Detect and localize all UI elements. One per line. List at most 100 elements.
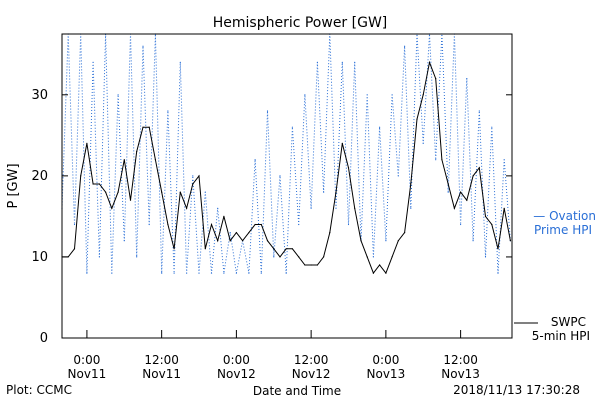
swpc-point-47: [354, 207, 356, 209]
legend-ovation-line1: — Ovation: [533, 209, 596, 223]
ovation-point-51: [379, 126, 381, 128]
swpc-point-22: [198, 175, 200, 177]
ovation-point-55: [404, 45, 406, 47]
legend-ovation-line2: Prime HPI: [534, 223, 592, 237]
plot-credit: Plot: CCMC: [6, 383, 72, 397]
swpc-point-57: [416, 118, 418, 120]
swpc-point-19: [179, 191, 181, 193]
swpc-point-34: [273, 248, 275, 250]
x-tick-time: 0:00: [223, 353, 250, 367]
ovation-point-46: [347, 223, 350, 226]
ovation-point-40: [310, 207, 312, 209]
ovation-point-21: [192, 175, 194, 177]
swpc-point-30: [248, 232, 250, 234]
x-tick-date: Nov13: [367, 367, 406, 381]
swpc-point-32: [260, 223, 262, 226]
series-line-swpc: [62, 60, 511, 275]
y-tick-label: 0: [40, 331, 48, 346]
chart-title: Hemispheric Power [GW]: [213, 15, 388, 31]
ovation-point-16: [161, 272, 163, 274]
swpc-point-59: [428, 61, 431, 64]
ovation-point-30: [248, 272, 250, 274]
swpc-point-60: [435, 78, 437, 80]
ovation-point-65: [466, 78, 468, 80]
swpc-point-26: [223, 215, 225, 217]
swpc-point-11: [129, 199, 132, 201]
swpc-point-14: [148, 126, 150, 128]
series-line-ovation: [61, 33, 511, 274]
ovation-point-32: [260, 272, 262, 274]
ovation-point-56: [410, 207, 412, 209]
swpc-point-69: [491, 223, 493, 226]
swpc-point-66: [472, 175, 474, 177]
ovation-point-34: [273, 256, 275, 258]
swpc-point-5: [92, 183, 94, 185]
ovation-point-44: [335, 207, 337, 209]
swpc-point-54: [397, 240, 399, 242]
legend-swpc-line2: 5-min HPI: [532, 329, 590, 343]
ovation-point-58: [422, 142, 424, 144]
swpc-point-64: [460, 191, 462, 193]
ovation-point-23: [204, 191, 206, 193]
x-axis-label: Date and Time: [253, 384, 341, 398]
ovation-point-25: [217, 207, 219, 209]
ovation-point-18: [173, 272, 175, 274]
ovation-point-38: [298, 223, 300, 226]
ovation-point-62: [447, 191, 449, 193]
swpc-point-40: [310, 264, 312, 266]
ovation-point-52: [385, 240, 387, 242]
swpc-point-44: [335, 191, 337, 193]
swpc-point-36: [285, 248, 287, 250]
ovation-point-10: [123, 240, 125, 242]
ovation-point-2: [73, 223, 76, 226]
y-tick-label: 30: [31, 88, 48, 103]
x-tick-date: Nov11: [142, 367, 181, 381]
ovation-point-64: [460, 223, 462, 226]
x-tick-time: 12:00: [144, 353, 179, 367]
ovation-point-26: [223, 272, 225, 274]
swpc-point-37: [291, 248, 293, 250]
ovation-point-22: [198, 272, 200, 274]
swpc-point-6: [98, 183, 100, 185]
ovation-point-27: [229, 232, 231, 234]
swpc-point-41: [316, 264, 318, 266]
x-tick-date: Nov13: [441, 367, 480, 381]
swpc-point-70: [497, 248, 499, 250]
swpc-point-27: [229, 240, 231, 242]
swpc-point-24: [210, 223, 213, 226]
swpc-point-35: [279, 256, 281, 258]
swpc-point-55: [404, 232, 406, 234]
ovation-point-4: [86, 272, 88, 274]
ovation-point-17: [167, 110, 169, 112]
ovation-point-39: [304, 94, 306, 96]
ovation-point-60: [435, 159, 437, 161]
ovation-point-71: [503, 159, 505, 161]
swpc-point-42: [323, 256, 325, 258]
swpc-point-52: [385, 272, 387, 274]
x-tick-time: 0:00: [73, 353, 100, 367]
ovation-point-19: [179, 61, 181, 64]
swpc-point-10: [123, 159, 125, 161]
legend-swpc-line1: SWPC: [551, 315, 586, 329]
ovation-point-50: [372, 256, 374, 258]
ovation-point-42: [323, 191, 325, 193]
swpc-point-28: [235, 232, 237, 234]
swpc-point-61: [441, 159, 443, 161]
swpc-point-58: [422, 94, 424, 96]
ovation-point-53: [391, 94, 393, 96]
swpc-point-8: [111, 207, 113, 209]
swpc-point-13: [142, 126, 144, 128]
x-tick-date: Nov11: [68, 367, 107, 381]
swpc-point-16: [161, 191, 163, 193]
swpc-point-71: [503, 207, 505, 209]
ovation-point-49: [366, 94, 368, 96]
x-tick-time: 12:00: [294, 353, 329, 367]
swpc-point-15: [154, 159, 156, 161]
swpc-point-50: [372, 272, 374, 274]
swpc-point-43: [329, 232, 331, 234]
swpc-point-18: [173, 248, 175, 250]
ovation-point-28: [235, 272, 237, 274]
ovation-point-13: [142, 45, 144, 47]
ovation-point-5: [92, 61, 94, 64]
